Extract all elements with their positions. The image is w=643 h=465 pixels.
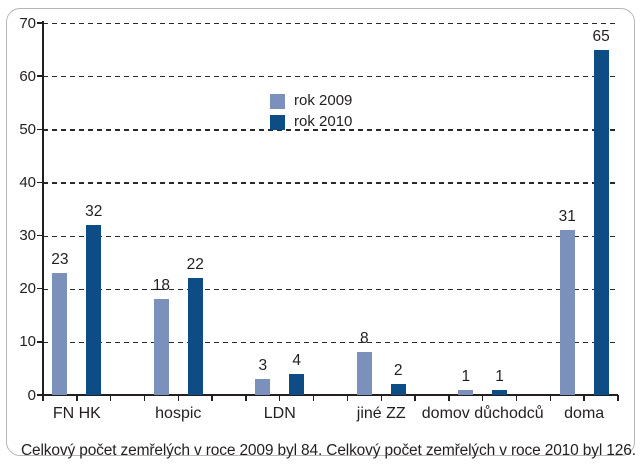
bar-rok-2010-3 [390, 384, 406, 395]
y-tick-label: 10 [19, 333, 36, 351]
legend-label: rok 2010 [294, 113, 353, 130]
bar-rok-2009-5 [559, 230, 575, 395]
y-tick [37, 128, 43, 130]
x-tick [380, 395, 382, 401]
x-tick [312, 395, 315, 401]
y-tick-label: 20 [19, 280, 36, 298]
plot-area: 0 10 20 30 40 50 60 70 23 18 3 8 1 31 32 22 4 2 1 65 FN HK ho… [7, 9, 636, 457]
bar-rok-2010-0 [86, 224, 102, 395]
x-tick [76, 395, 78, 401]
bar-rok-2009-3 [356, 352, 372, 395]
bar-rok-2010-1 [187, 278, 203, 395]
y-tick [37, 341, 43, 343]
category-label: hospic [155, 405, 202, 422]
grid-line [43, 235, 618, 237]
grid-line [43, 341, 618, 344]
x-tick [482, 395, 484, 401]
legend-swatch-icon [270, 114, 285, 130]
x-tick [448, 395, 450, 401]
y-tick-label: 0 [27, 386, 36, 404]
bar-rok-2009-2 [255, 379, 271, 395]
bar-rok-2010-5 [593, 49, 609, 395]
value-label: 8 [360, 330, 369, 348]
bar-rok-2010-4 [492, 389, 508, 395]
y-tick [37, 22, 43, 24]
legend: rok 2009 rok 2010 [270, 93, 352, 135]
x-tick [245, 395, 247, 401]
y-tick [37, 234, 43, 237]
value-label: 2 [393, 362, 403, 380]
x-tick [42, 395, 44, 401]
x-tick [414, 395, 416, 401]
value-label: 22 [186, 256, 204, 274]
value-label: 18 [152, 277, 170, 295]
x-tick [617, 395, 619, 401]
value-label: 65 [592, 27, 610, 45]
category-label: doma [564, 405, 605, 422]
y-tick [37, 288, 43, 290]
y-tick-label: 50 [19, 120, 36, 138]
x-tick [549, 395, 552, 401]
x-tick [143, 395, 146, 401]
x-tick [583, 395, 585, 401]
bar-rok-2009-0 [52, 272, 68, 395]
category-label: FN HK [52, 405, 101, 422]
chart-card: 0 10 20 30 40 50 60 70 23 18 3 8 1 31 32 22 4 2 1 65 FN HK ho… [6, 8, 636, 459]
value-label: 23 [51, 250, 69, 268]
x-tick [515, 395, 518, 401]
y-tick-label: 70 [19, 14, 36, 32]
y-tick [37, 394, 43, 396]
grid-line [43, 129, 618, 131]
legend-item: rok 2009 [270, 93, 352, 109]
y-tick-label: 60 [19, 67, 36, 85]
legend-swatch-icon [270, 93, 285, 109]
value-label: 31 [558, 208, 576, 226]
y-axis [42, 21, 44, 395]
grid-line [43, 76, 618, 78]
y-tick-label: 30 [19, 227, 36, 245]
y-tick [37, 75, 43, 77]
value-label: 4 [292, 351, 301, 369]
value-label: 3 [258, 357, 268, 375]
value-label: 1 [461, 367, 471, 385]
x-tick [177, 395, 179, 401]
y-tick-label: 40 [19, 173, 36, 191]
bar-rok-2009-1 [153, 299, 169, 395]
bar-rok-2010-2 [289, 373, 305, 395]
category-label: jiné ZZ [356, 405, 406, 422]
x-tick [279, 395, 281, 401]
legend-item: rok 2010 [270, 114, 352, 130]
category-label: LDN [263, 405, 296, 422]
value-label: 32 [85, 202, 103, 220]
category-label: domov důchodců [421, 405, 544, 422]
legend-label: rok 2009 [294, 92, 353, 109]
y-tick [37, 181, 43, 184]
x-tick [109, 395, 112, 401]
grid-line [43, 23, 618, 25]
grid-line [43, 182, 618, 184]
value-label: 1 [495, 367, 504, 385]
x-axis [43, 394, 618, 396]
chart-caption: Celkový počet zemřelých v roce 2009 byl … [21, 442, 636, 459]
x-tick [211, 395, 213, 401]
bar-rok-2009-4 [458, 389, 474, 395]
x-tick [346, 395, 349, 401]
grid-line [43, 288, 618, 290]
